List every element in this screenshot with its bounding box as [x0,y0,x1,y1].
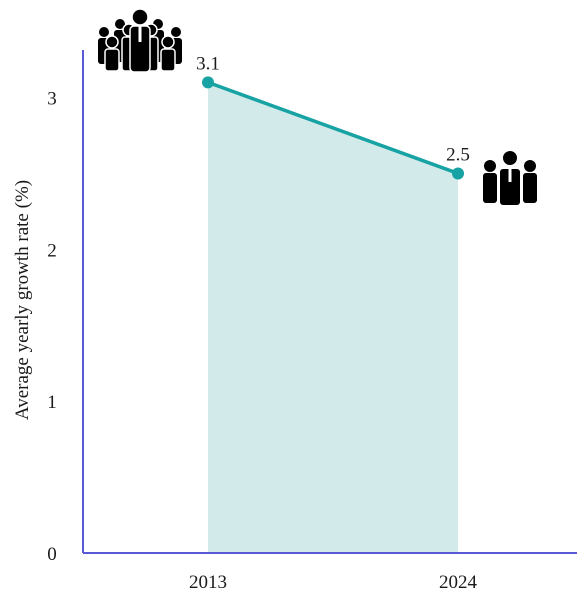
y-tick-label: 3 [47,89,57,110]
y-tick-label: 1 [47,392,57,413]
small-group-icon [483,150,537,206]
data-label: 3.1 [196,53,220,74]
area-fill [208,82,458,553]
y-axis-title: Average yearly growth rate (%) [12,180,33,420]
x-tick-label: 2013 [189,572,227,593]
data-point [202,76,214,88]
data-label: 2.5 [446,144,470,165]
y-tick-label: 2 [47,240,57,261]
x-tick-label: 2024 [439,572,478,593]
y-tick-label: 0 [47,544,57,565]
data-point [452,167,464,179]
plot-area: 0 1 2 3 2013 2024 3.1 2.5 [47,50,577,593]
large-crowd-icon [98,9,182,72]
